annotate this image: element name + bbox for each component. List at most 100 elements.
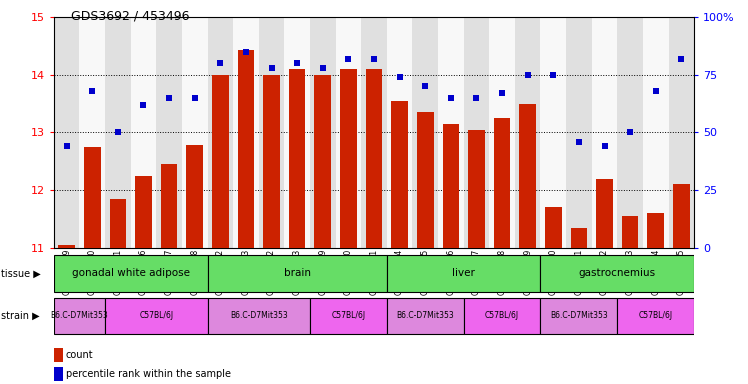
Bar — [387, 17, 412, 248]
Bar — [54, 17, 79, 248]
Bar — [438, 17, 464, 248]
Bar — [233, 17, 259, 248]
Bar — [109, 199, 126, 248]
Bar — [489, 17, 515, 248]
Point — [445, 95, 457, 101]
Bar — [54, 255, 207, 292]
Bar — [464, 17, 489, 248]
Bar — [622, 216, 639, 248]
Bar — [596, 179, 613, 248]
Bar — [284, 17, 310, 248]
Text: C57BL/6J: C57BL/6J — [139, 311, 174, 319]
Bar — [263, 75, 280, 248]
Bar — [443, 124, 459, 248]
Bar — [182, 17, 207, 248]
Bar — [366, 69, 382, 248]
Bar — [186, 145, 203, 248]
Bar — [58, 245, 75, 248]
Text: C57BL/6J: C57BL/6J — [485, 311, 519, 319]
Bar — [310, 17, 336, 248]
Point — [548, 72, 560, 78]
Point — [598, 143, 610, 149]
Text: B6.C-D7Mit353: B6.C-D7Mit353 — [51, 311, 108, 319]
Bar — [571, 228, 587, 248]
Text: gastrocnemius: gastrocnemius — [579, 268, 656, 278]
Point — [317, 65, 329, 71]
Text: strain ▶: strain ▶ — [1, 311, 40, 321]
Bar — [79, 17, 105, 248]
Bar — [648, 213, 664, 248]
Bar — [54, 298, 105, 334]
Bar — [464, 298, 541, 334]
Bar — [238, 50, 254, 248]
Text: brain: brain — [283, 268, 310, 278]
Bar — [519, 104, 536, 248]
Bar — [361, 17, 387, 248]
Point — [215, 60, 227, 66]
Bar — [494, 118, 510, 248]
Bar — [84, 147, 100, 248]
Bar — [387, 255, 541, 292]
Text: tissue ▶: tissue ▶ — [1, 268, 41, 279]
Point — [496, 90, 508, 96]
Point — [61, 143, 73, 149]
Bar — [387, 298, 464, 334]
Text: percentile rank within the sample: percentile rank within the sample — [66, 369, 231, 379]
Bar — [105, 17, 131, 248]
Text: B6.C-D7Mit353: B6.C-D7Mit353 — [396, 311, 454, 319]
Bar — [207, 298, 310, 334]
Bar — [289, 69, 305, 248]
Bar — [207, 17, 233, 248]
Text: B6.C-D7Mit353: B6.C-D7Mit353 — [550, 311, 608, 319]
Bar — [161, 164, 177, 248]
Bar — [212, 75, 229, 248]
Point — [675, 56, 687, 62]
Bar — [468, 130, 485, 248]
Bar — [336, 17, 361, 248]
Bar — [643, 17, 669, 248]
Point — [188, 95, 200, 101]
Text: C57BL/6J: C57BL/6J — [331, 311, 366, 319]
Bar — [135, 176, 152, 248]
Bar — [617, 298, 694, 334]
Bar — [156, 17, 182, 248]
Bar — [515, 17, 541, 248]
Point — [573, 139, 585, 145]
Bar — [541, 255, 694, 292]
Point — [291, 60, 303, 66]
Point — [112, 129, 124, 136]
Point — [368, 56, 380, 62]
Point — [624, 129, 636, 136]
Bar — [617, 17, 643, 248]
Bar — [566, 17, 592, 248]
Bar — [314, 75, 331, 248]
Bar — [669, 17, 694, 248]
Bar — [541, 17, 566, 248]
Point — [163, 95, 175, 101]
Bar — [131, 17, 156, 248]
Point — [521, 72, 533, 78]
Bar — [541, 298, 617, 334]
Bar — [310, 298, 387, 334]
Text: liver: liver — [453, 268, 475, 278]
Bar — [259, 17, 284, 248]
Point — [419, 83, 431, 89]
Bar — [391, 101, 408, 248]
Bar — [673, 184, 690, 248]
Text: B6.C-D7Mit353: B6.C-D7Mit353 — [230, 311, 288, 319]
Bar — [207, 255, 387, 292]
Text: C57BL/6J: C57BL/6J — [639, 311, 672, 319]
Point — [393, 74, 405, 80]
Bar — [105, 298, 207, 334]
Bar — [417, 113, 434, 248]
Point — [343, 56, 355, 62]
Point — [266, 65, 278, 71]
Point — [86, 88, 98, 94]
Bar — [340, 69, 357, 248]
Bar — [545, 207, 562, 248]
Point — [138, 102, 150, 108]
Text: count: count — [66, 350, 94, 360]
Point — [470, 95, 482, 101]
Text: gonadal white adipose: gonadal white adipose — [72, 268, 190, 278]
Point — [650, 88, 662, 94]
